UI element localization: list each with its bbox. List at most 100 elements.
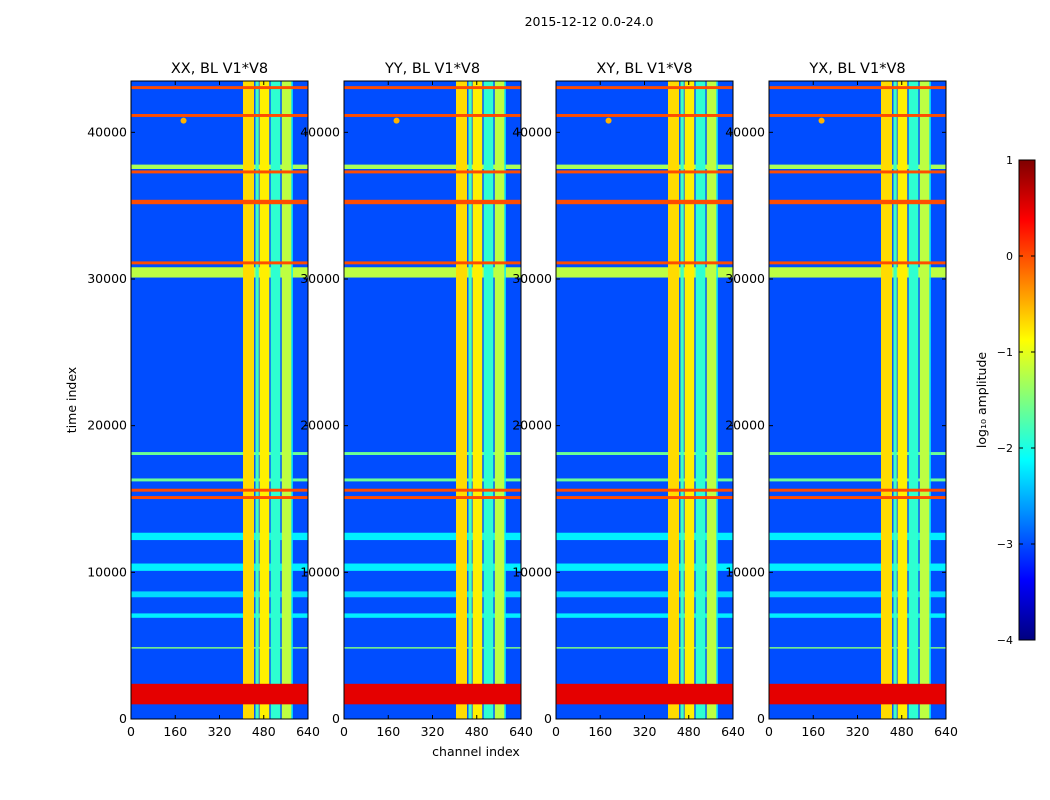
heatmap-background [769, 81, 946, 719]
y-tick-label: 10000 [87, 564, 127, 579]
weak-time-band [769, 452, 946, 455]
panel-2: XY, BL V1*V8 0 160 320 480 640 0 10000 20000 3000… [512, 61, 745, 739]
rfi-channel-band [668, 81, 680, 719]
colorbar-tick-label: 0 [1006, 250, 1013, 263]
strong-time-band [131, 170, 308, 174]
y-axis-label: time index [64, 367, 79, 433]
strong-time-band [131, 488, 308, 492]
rfi-channel-band [291, 81, 293, 719]
rfi-channel-band [259, 81, 270, 719]
weak-time-band [344, 647, 521, 649]
x-tick-label: 320 [208, 724, 232, 739]
x-tick-label: 640 [934, 724, 958, 739]
y-tick-label: 20000 [725, 418, 765, 433]
rfi-channel-band [908, 81, 919, 719]
x-tick-label: 320 [846, 724, 870, 739]
weak-time-band [131, 478, 308, 482]
weak-time-band [131, 532, 308, 541]
strong-time-band [131, 114, 308, 117]
source-point [818, 117, 825, 124]
y-tick-label: 0 [757, 711, 765, 726]
weak-time-band [769, 563, 946, 571]
panel-0: XX, BL V1*V8 0 160 320 480 640 0 10000 20000 3000… [87, 61, 320, 739]
rfi-channel-band [270, 81, 281, 719]
strong-time-band [769, 199, 946, 205]
y-tick-label: 20000 [512, 418, 552, 433]
colorbar: 1 0 −1 −2 −3 −4 log₁₀ amplitude [974, 154, 1036, 647]
rfi-channel-band [255, 81, 259, 719]
strong-time-band [344, 170, 521, 174]
y-tick-label: 40000 [87, 124, 127, 139]
y-tick-label: 30000 [300, 271, 340, 286]
panel-title: XY, BL V1*V8 [596, 61, 692, 77]
panel-1: YY, BL V1*V8 0 160 320 480 640 0 10000 20000 3000… [300, 61, 533, 739]
weak-time-band [344, 563, 521, 571]
rfi-channel-band [929, 81, 931, 719]
weak-time-band [131, 452, 308, 455]
rfi-channel-band [706, 81, 717, 719]
x-tick-label: 160 [376, 724, 400, 739]
y-tick-label: 30000 [512, 271, 552, 286]
weak-time-band [344, 591, 521, 598]
rfi-channel-band [680, 81, 684, 719]
strong-time-band [769, 496, 946, 499]
x-tick-label: 0 [340, 724, 348, 739]
weak-time-band [131, 647, 308, 649]
colorbar-gradient [1018, 159, 1036, 641]
strong-time-band [556, 86, 733, 90]
strong-time-band [556, 199, 733, 205]
strong-time-band [344, 261, 521, 265]
y-tick-label: 10000 [512, 564, 552, 579]
strong-time-band [131, 199, 308, 205]
heatmap-3 [769, 81, 946, 719]
weak-time-band [131, 563, 308, 571]
strong-time-band [769, 114, 946, 117]
strong-time-band [344, 496, 521, 499]
weak-time-band [556, 563, 733, 571]
rfi-channel-band [456, 81, 468, 719]
weak-time-band [556, 267, 733, 278]
y-tick-label: 0 [544, 711, 552, 726]
x-axis-label: channel index [432, 744, 520, 759]
colorbar-tick-label: −1 [997, 346, 1013, 359]
strong-time-band [556, 170, 733, 174]
panel-title: YY, BL V1*V8 [384, 61, 480, 77]
panels-group: XX, BL V1*V8 0 160 320 480 640 0 10000 20000 3000… [87, 61, 958, 739]
x-tick-label: 320 [633, 724, 657, 739]
heatmap-background [131, 81, 308, 719]
strong-time-band [556, 683, 733, 705]
heatmap-0 [131, 81, 308, 719]
rfi-channel-band [243, 81, 255, 719]
weak-time-band [131, 164, 308, 169]
y-tick-label: 40000 [725, 124, 765, 139]
x-tick-label: 480 [890, 724, 914, 739]
strong-time-band [344, 199, 521, 205]
rfi-channel-band [716, 81, 718, 719]
strong-time-band [556, 261, 733, 265]
heatmap-background [556, 81, 733, 719]
weak-time-band [131, 267, 308, 278]
x-tick-label: 480 [677, 724, 701, 739]
weak-time-band [769, 647, 946, 649]
x-tick-label: 480 [252, 724, 276, 739]
strong-time-band [769, 488, 946, 492]
x-tick-label: 480 [465, 724, 489, 739]
rfi-channel-band [281, 81, 292, 719]
source-point [180, 117, 187, 124]
weak-time-band [556, 452, 733, 455]
panel-title: XX, BL V1*V8 [171, 61, 268, 77]
y-tick-label: 20000 [87, 418, 127, 433]
colorbar-tick-label: −4 [997, 634, 1013, 647]
rfi-channel-band [504, 81, 506, 719]
x-tick-label: 640 [296, 724, 320, 739]
x-tick-label: 0 [552, 724, 560, 739]
strong-time-band [344, 86, 521, 90]
weak-time-band [344, 478, 521, 482]
weak-time-band [769, 613, 946, 618]
rfi-channel-band [483, 81, 494, 719]
weak-time-band [344, 532, 521, 541]
strong-time-band [131, 496, 308, 499]
rfi-channel-band [897, 81, 908, 719]
strong-time-band [131, 261, 308, 265]
